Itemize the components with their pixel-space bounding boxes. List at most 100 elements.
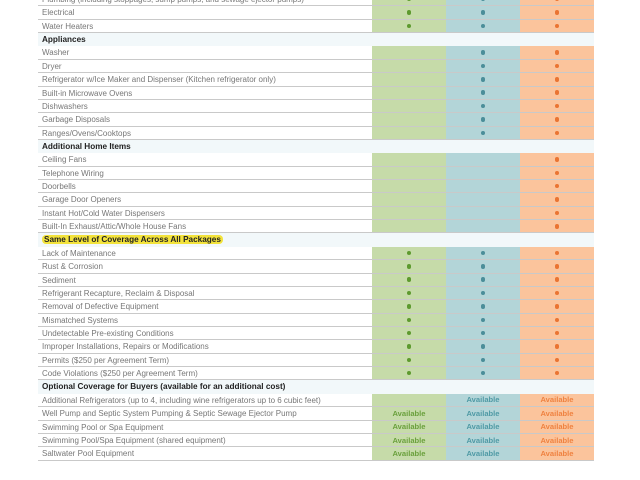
table-row: Washer: [38, 46, 594, 60]
table-row: Lack of Maintenance: [38, 246, 594, 261]
package-cell-1: [446, 273, 520, 286]
row-label: Undetectable Pre-existing Conditions: [38, 327, 372, 339]
row-label: Water Heaters: [38, 20, 372, 32]
available-label: Available: [540, 408, 574, 418]
coverage-comparison-table: Plumbing (including stoppages, sump pump…: [38, 0, 594, 461]
package-cell-0: [372, 340, 446, 353]
row-label-text: Dryer: [42, 61, 62, 71]
package-cell-2: Available: [520, 420, 594, 433]
available-label: Available: [540, 395, 574, 405]
row-label-text: Sediment: [42, 275, 76, 285]
covered-dot-icon: [554, 277, 560, 282]
row-label-text: Optional Coverage for Buyers (available …: [42, 382, 286, 392]
covered-dot-icon: [480, 277, 486, 282]
package-cell-0: [372, 367, 446, 380]
covered-dot-icon: [554, 23, 560, 29]
table-row: Permits ($250 per Agreement Term): [38, 353, 594, 368]
row-label-text: Built-In Exhaust/Attic/Whole House Fans: [42, 222, 187, 232]
row-label-text: Ceiling Fans: [42, 155, 87, 165]
package-cell-1: [446, 153, 520, 166]
available-label: Available: [392, 448, 426, 458]
row-label-text: Appliances: [42, 35, 86, 45]
available-label: Available: [540, 448, 574, 458]
covered-dot-icon: [480, 63, 486, 69]
covered-dot-icon: [554, 117, 560, 122]
package-cell-1: [446, 260, 520, 273]
row-label: Swimming Pool/Spa Equipment (shared equi…: [38, 434, 372, 446]
package-cell-0: [372, 273, 446, 286]
package-cell-0: [372, 166, 446, 180]
package-cell-2: [520, 59, 594, 73]
covered-dot-icon: [480, 304, 486, 309]
package-cell-1: [446, 233, 520, 246]
row-label-text: Lack of Maintenance: [42, 248, 116, 258]
row-label-text: Ranges/Ovens/Cooktops: [42, 128, 131, 138]
row-label: Dishwashers: [38, 100, 372, 112]
row-label-text: Additional Home Items: [42, 141, 131, 151]
covered-dot-icon: [480, 330, 486, 336]
table-row: Ranges/Ovens/Cooktops: [38, 126, 594, 140]
package-cell-0: [372, 286, 446, 300]
package-cell-1: [446, 19, 520, 33]
package-cell-1: [446, 313, 520, 326]
package-cell-0: [372, 326, 446, 340]
row-label-text: Telephone Wiring: [42, 168, 104, 178]
covered-dot-icon: [480, 117, 486, 122]
table-row: Dryer: [38, 59, 594, 74]
row-label-text: Removal of Defective Equipment: [42, 302, 159, 312]
covered-dot-icon: [554, 77, 560, 82]
covered-dot-icon: [480, 103, 486, 109]
covered-dot-icon: [406, 0, 412, 2]
package-cell-2: [520, 380, 594, 393]
row-label: Appliances: [38, 33, 372, 46]
row-label: Optional Coverage for Buyers (available …: [38, 380, 372, 393]
covered-dot-icon: [480, 370, 486, 376]
row-label-text: Code Violations ($250 per Agreement Term…: [42, 369, 198, 379]
table-row: Undetectable Pre-existing Conditions: [38, 326, 594, 341]
covered-dot-icon: [554, 197, 560, 202]
package-cell-1: Available: [446, 407, 520, 420]
available-label: Available: [392, 408, 426, 418]
package-cell-2: [520, 86, 594, 99]
row-label-text: Water Heaters: [42, 21, 94, 31]
covered-dot-icon: [554, 103, 560, 109]
table-row: Instant Hot/Cold Water Dispensers: [38, 206, 594, 221]
row-label: Ceiling Fans: [38, 153, 372, 165]
available-label: Available: [466, 435, 500, 445]
package-cell-2: [520, 273, 594, 286]
covered-dot-icon: [554, 50, 560, 55]
row-label-text: Same Level of Coverage Across All Packag…: [42, 235, 223, 245]
covered-dot-icon: [406, 264, 412, 269]
row-label: Removal of Defective Equipment: [38, 300, 372, 312]
row-label-text: Garbage Disposals: [42, 115, 111, 125]
package-cell-1: [446, 353, 520, 367]
covered-dot-icon: [554, 250, 560, 256]
available-label: Available: [466, 408, 500, 418]
package-cell-1: [446, 367, 520, 380]
row-label-text: Permits ($250 per Agreement Term): [42, 355, 170, 365]
covered-dot-icon: [554, 170, 560, 176]
covered-dot-icon: [406, 317, 412, 323]
package-cell-0: Available: [372, 420, 446, 433]
package-cell-0: [372, 0, 446, 6]
package-cell-1: [446, 380, 520, 393]
row-label: Refrigerator w/Ice Maker and Dispenser (…: [38, 73, 372, 85]
table-row: Telephone Wiring: [38, 166, 594, 181]
covered-dot-icon: [554, 157, 560, 162]
package-cell-2: [520, 206, 594, 220]
package-cell-0: Available: [372, 433, 446, 447]
row-label-text: Swimming Pool or Spa Equipment: [42, 422, 164, 432]
package-cell-1: [446, 286, 520, 300]
table-row: Saltwater Pool Equipment Available Availab…: [38, 447, 594, 461]
package-cell-1: [446, 59, 520, 73]
available-label: Available: [540, 422, 574, 432]
row-label-text: Rust & Corrosion: [42, 262, 103, 272]
row-label-text: Plumbing (including stoppages, sump pump…: [42, 0, 304, 4]
table-row: Dishwashers: [38, 99, 594, 114]
covered-dot-icon: [480, 90, 486, 95]
package-cell-1: [446, 140, 520, 153]
covered-dot-icon: [554, 63, 560, 69]
available-label: Available: [392, 422, 426, 432]
package-cell-0: [372, 193, 446, 206]
row-label: Lack of Maintenance: [38, 247, 372, 259]
